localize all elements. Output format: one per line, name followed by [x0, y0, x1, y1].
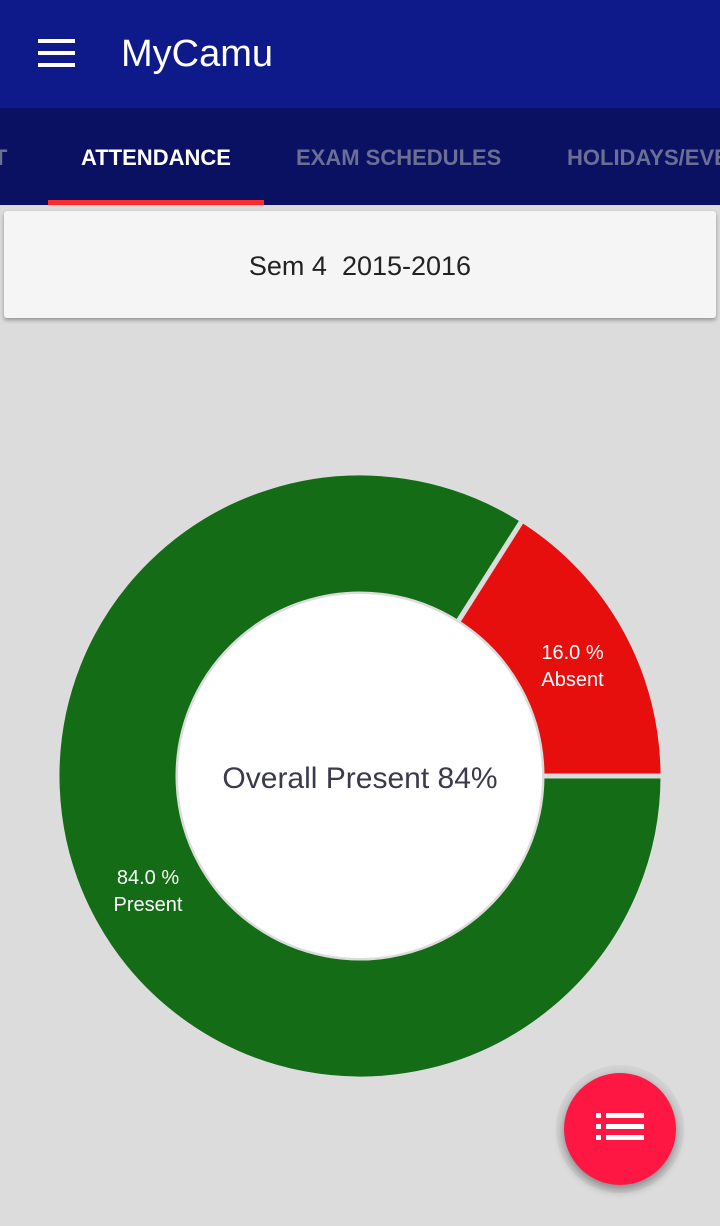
- slice-present-name-label: Present: [114, 894, 183, 916]
- attendance-chart: 84.0 % Present 16.0 % Absent Overall Present…: [0, 460, 720, 1090]
- hamburger-line: [38, 63, 75, 67]
- center-text: Overall Present 84%: [222, 762, 497, 795]
- hamburger-menu-icon: [38, 39, 75, 43]
- donut-chart-svg: 84.0 % Present 16.0 % Absent Overall Present…: [54, 470, 666, 1082]
- hamburger-line: [38, 51, 75, 55]
- semester-label: Sem 4 2015-2016: [248, 251, 472, 281]
- tab-holidays-events[interactable]: HOLIDAYS/EVENTS: [567, 145, 720, 170]
- app-title: MyCamu: [121, 33, 274, 75]
- app-bar: MyCamu: [0, 0, 720, 108]
- tab-bar: NT ATTENDANCE EXAM SCHEDULES HOLIDAYS/EV…: [0, 108, 720, 205]
- slice-absent-name-label: Absent: [541, 669, 604, 691]
- semester-selector[interactable]: Sem 4 2015-2016: [4, 211, 716, 318]
- tab-attendance[interactable]: ATTENDANCE: [81, 145, 231, 170]
- tab-previous[interactable]: NT: [0, 145, 8, 170]
- active-tab-indicator: [48, 200, 264, 205]
- tab-exam-schedules[interactable]: EXAM SCHEDULES: [296, 145, 502, 170]
- donut-hole: [178, 594, 542, 958]
- list-fab-button[interactable]: [564, 1073, 676, 1185]
- slice-present-value-label: 84.0 %: [117, 867, 179, 889]
- slice-absent-value-label: 16.0 %: [541, 642, 603, 664]
- list-icon: [596, 1113, 644, 1140]
- menu-button[interactable]: [28, 30, 84, 76]
